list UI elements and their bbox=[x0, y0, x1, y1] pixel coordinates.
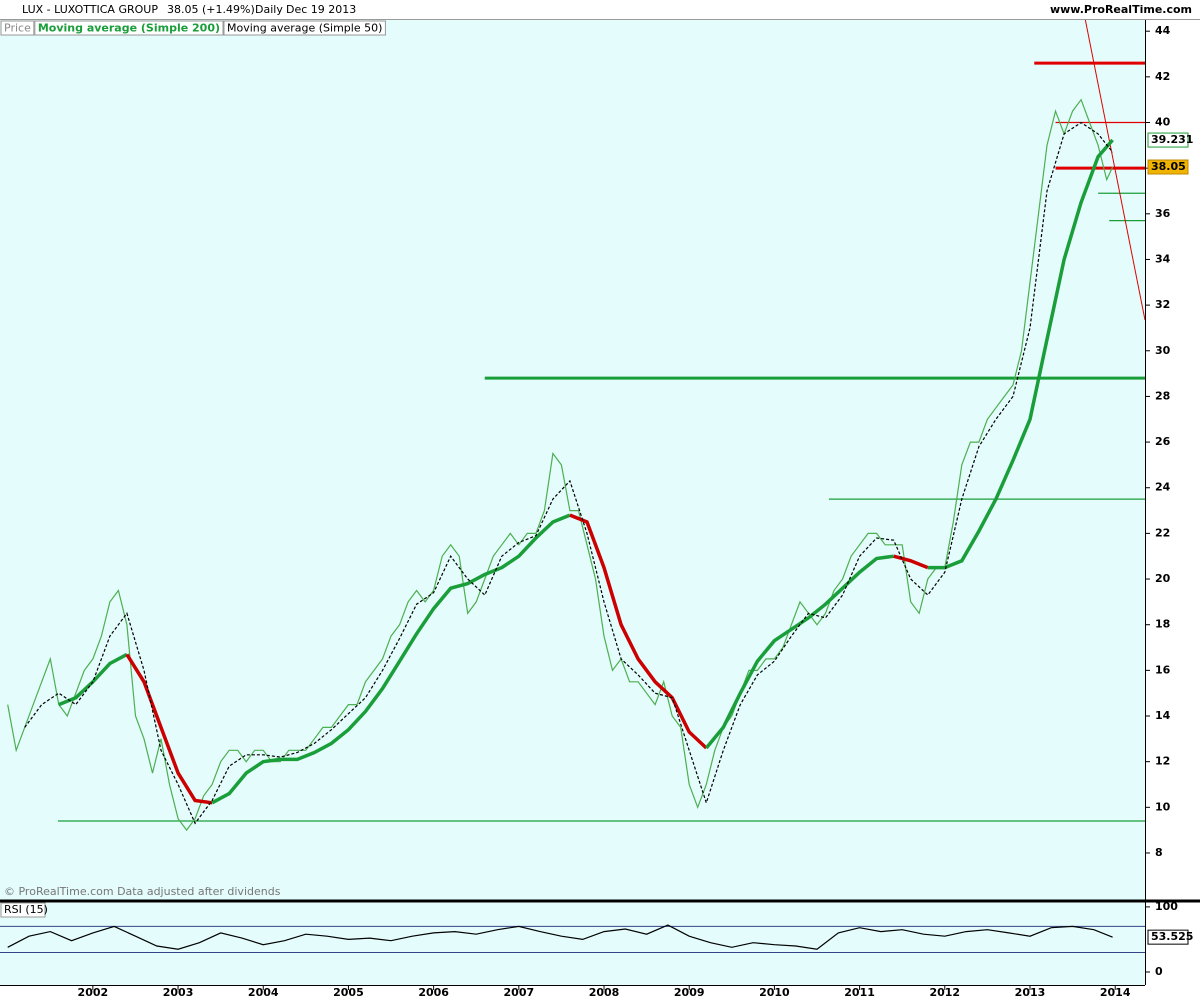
series-line bbox=[211, 513, 571, 805]
interval: Daily bbox=[255, 3, 283, 16]
y-tick-label: 34 bbox=[1155, 252, 1171, 265]
series-line bbox=[927, 138, 1114, 570]
x-tick-label: 2011 bbox=[844, 986, 875, 999]
legend-label: Moving average (Simple 50) bbox=[227, 22, 382, 35]
legend-box bbox=[34, 20, 224, 36]
last-value-label: 39.231 bbox=[1151, 133, 1193, 146]
y-tick-label: 22 bbox=[1155, 526, 1170, 539]
series-line bbox=[893, 554, 929, 570]
y-tick-label: 8 bbox=[1155, 846, 1163, 859]
last-value-label: 38.05 bbox=[1151, 160, 1186, 173]
series-line bbox=[125, 653, 213, 805]
y-tick-label: 14 bbox=[1155, 709, 1171, 722]
legend: Price Moving average (Simple 200) Moving a… bbox=[0, 20, 386, 36]
y-tick-label: 0 bbox=[1155, 965, 1163, 978]
y-tick-label: 26 bbox=[1155, 435, 1171, 448]
legend-label: Moving average (Simple 200) bbox=[38, 22, 220, 35]
rsi-title: RSI (15) bbox=[4, 903, 48, 916]
y-tick-label: 24 bbox=[1155, 481, 1171, 494]
price-panel bbox=[0, 20, 1145, 900]
legend-label: Price bbox=[4, 22, 31, 35]
trend-line bbox=[1084, 20, 1145, 321]
rsi-panel bbox=[0, 903, 1145, 985]
x-tick-label: 2008 bbox=[589, 986, 620, 999]
y-tick-label: 44 bbox=[1155, 24, 1171, 37]
last-value-label: 53.525 bbox=[1151, 930, 1193, 943]
y-tick-label: 18 bbox=[1155, 618, 1170, 631]
ticker: LUX - LUXOTTICA GROUP bbox=[22, 3, 158, 16]
series-line bbox=[7, 924, 1113, 950]
date: Dec 19 2013 bbox=[286, 3, 356, 16]
series-line bbox=[7, 98, 1114, 832]
x-tick-label: 2009 bbox=[674, 986, 705, 999]
last-value-box bbox=[1147, 929, 1189, 945]
source: www.ProRealTime.com bbox=[1050, 3, 1192, 16]
series-line bbox=[569, 513, 708, 750]
y-tick-label: 30 bbox=[1155, 344, 1171, 357]
x-tick-label: 2012 bbox=[929, 986, 960, 999]
last-value-box bbox=[1147, 159, 1189, 175]
y-tick-label: 28 bbox=[1155, 389, 1170, 402]
series-line bbox=[704, 554, 894, 750]
x-tick-label: 2003 bbox=[163, 986, 194, 999]
y-tick-label: 36 bbox=[1155, 207, 1171, 220]
y-tick-label: 10 bbox=[1155, 800, 1171, 813]
x-tick-label: 2006 bbox=[418, 986, 449, 999]
x-tick-label: 2005 bbox=[333, 986, 364, 999]
legend-box bbox=[0, 20, 35, 36]
x-tick-label: 2007 bbox=[504, 986, 535, 999]
legend-box bbox=[223, 20, 386, 36]
last-value-box bbox=[1147, 132, 1189, 148]
footnote: © ProRealTime.com Data adjusted after di… bbox=[4, 885, 281, 898]
quote: 38.05 (+1.49%) bbox=[167, 3, 255, 16]
x-tick-label: 2014 bbox=[1100, 986, 1131, 999]
x-tick-label: 2010 bbox=[759, 986, 790, 999]
rsi-title-box bbox=[0, 902, 46, 918]
series-line bbox=[24, 121, 1114, 825]
y-tick-label: 12 bbox=[1155, 755, 1170, 768]
y-tick-label: 16 bbox=[1155, 663, 1171, 676]
y-tick-label: 42 bbox=[1155, 70, 1170, 83]
y-tick-label: 20 bbox=[1155, 572, 1171, 585]
x-tick-label: 2002 bbox=[78, 986, 109, 999]
x-tick-label: 2004 bbox=[248, 986, 279, 999]
y-tick-label: 32 bbox=[1155, 298, 1170, 311]
y-tick-label: 100 bbox=[1155, 900, 1178, 913]
x-tick-label: 2013 bbox=[1015, 986, 1046, 999]
y-tick-label: 40 bbox=[1155, 115, 1171, 128]
